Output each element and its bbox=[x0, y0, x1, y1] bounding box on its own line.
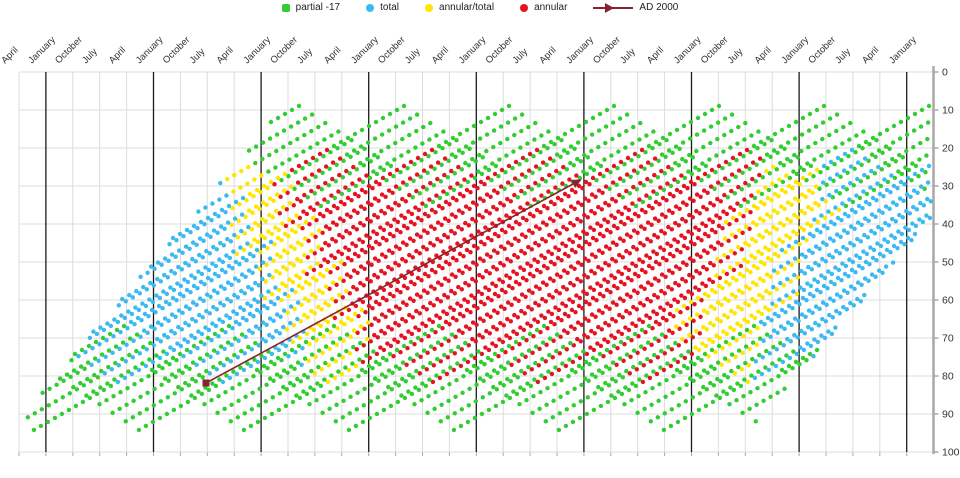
x-tick-label: January bbox=[349, 34, 381, 66]
legend-label: total bbox=[380, 2, 400, 13]
x-tick-label: April bbox=[107, 45, 128, 66]
x-tick-label: January bbox=[779, 34, 811, 66]
x-tick-label: July bbox=[188, 46, 208, 66]
x-tick-label: July bbox=[295, 46, 315, 66]
legend-label: annular/total bbox=[439, 2, 495, 13]
x-tick-label: April bbox=[645, 45, 666, 66]
y-tick-label: 80 bbox=[942, 371, 954, 383]
x-tick-label: October bbox=[161, 34, 193, 66]
y-tick-label: 90 bbox=[942, 409, 954, 421]
x-tick-label: January bbox=[457, 34, 489, 66]
x-tick-label: July bbox=[618, 46, 638, 66]
legend-marker-icon bbox=[366, 3, 375, 12]
x-tick-label: October bbox=[268, 34, 300, 66]
x-tick-label: July bbox=[80, 46, 100, 66]
legend-marker-icon bbox=[520, 3, 529, 12]
x-tick-label: January bbox=[672, 34, 704, 66]
legend-item-total[interactable]: total bbox=[366, 2, 399, 13]
chart-legend: partial -17 total annular/total annular AD 2… bbox=[0, 2, 960, 13]
y-axis-labels: 0 10 20 30 40 50 60 70 80 90 100 bbox=[933, 67, 960, 459]
legend-label: partial -17 bbox=[295, 2, 341, 13]
x-tick-label: October bbox=[53, 34, 85, 66]
x-tick-label: January bbox=[134, 34, 166, 66]
y-tick-label: 20 bbox=[942, 143, 954, 155]
x-tick-label: October bbox=[484, 34, 516, 66]
x-tick-label: January bbox=[887, 34, 919, 66]
legend-arrow-line-icon bbox=[593, 2, 634, 13]
x-tick-label: July bbox=[510, 46, 530, 66]
x-tick-label: July bbox=[403, 46, 423, 66]
ad2000-arrowhead-icon bbox=[570, 179, 582, 188]
legend-item-annular-total[interactable]: annular/total bbox=[425, 2, 494, 13]
x-tick-label: April bbox=[322, 45, 343, 66]
ad2000-start-marker bbox=[202, 379, 210, 387]
legend-label: AD 2000 bbox=[639, 2, 679, 13]
x-tick-label: April bbox=[537, 45, 558, 66]
legend-item-annular[interactable]: annular bbox=[520, 2, 567, 13]
y-tick-label: 0 bbox=[942, 67, 948, 79]
legend-marker-icon bbox=[425, 3, 434, 12]
x-tick-label: April bbox=[430, 45, 451, 66]
y-tick-label: 40 bbox=[942, 219, 954, 231]
x-tick-label: October bbox=[699, 34, 731, 66]
y-tick-label: 10 bbox=[942, 105, 954, 117]
x-tick-label: July bbox=[833, 46, 853, 66]
x-tick-label: January bbox=[241, 34, 273, 66]
eclipse-dots bbox=[25, 103, 933, 433]
x-tick-label: October bbox=[376, 34, 408, 66]
y-tick-label: 70 bbox=[942, 333, 954, 345]
x-tick-label: January bbox=[564, 34, 596, 66]
legend-item-ad-2000[interactable]: AD 2000 bbox=[593, 2, 678, 13]
x-tick-label: October bbox=[591, 34, 623, 66]
y-tick-label: 60 bbox=[942, 295, 954, 307]
y-tick-label: 30 bbox=[942, 181, 954, 193]
legend-label: annular bbox=[534, 2, 568, 13]
x-tick-label: April bbox=[215, 45, 236, 66]
ad2000-line bbox=[202, 179, 582, 387]
x-tick-label: July bbox=[726, 46, 746, 66]
x-tick-label: April bbox=[0, 45, 21, 66]
legend-marker-icon bbox=[281, 3, 290, 12]
x-tick-label: April bbox=[753, 45, 774, 66]
legend-item-partial-17[interactable]: partial -17 bbox=[281, 2, 341, 13]
x-tick-label: April bbox=[860, 45, 881, 66]
x-tick-label: October bbox=[806, 34, 838, 66]
y-tick-label: 100 bbox=[942, 447, 960, 459]
x-tick-label: January bbox=[26, 34, 58, 66]
y-tick-label: 50 bbox=[942, 257, 954, 269]
